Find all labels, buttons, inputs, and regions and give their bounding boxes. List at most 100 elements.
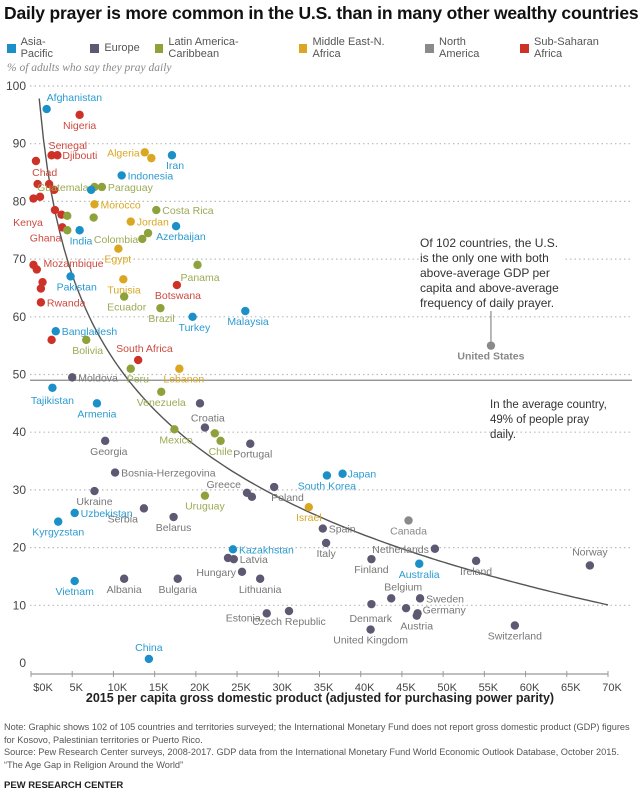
report-title: “The Age Gap in Religion Around the Worl… [4, 759, 184, 770]
data-point [172, 280, 182, 290]
legend: Asia-Pacific Europe Latin America-Caribbea… [7, 36, 640, 60]
legend-swatch [7, 43, 16, 53]
legend-swatch [298, 43, 308, 53]
data-point [510, 621, 520, 630]
point-label: Guatemala [37, 182, 89, 194]
y-tick-label: 20 [13, 541, 27, 555]
point-label: Egypt [104, 254, 131, 266]
data-point [82, 335, 91, 345]
point-label: Djibouti [62, 150, 97, 162]
point-label: Mexico [159, 434, 192, 446]
point-label: Latvia [240, 554, 268, 566]
point-label: Canada [390, 525, 427, 537]
data-point [304, 503, 313, 512]
legend-label: Asia-Pacific [20, 36, 53, 60]
point-label: United States [457, 351, 524, 363]
scatter-plot: 0 10 20 30 40 50 60 70 80 90 100 $0K 5K 10K 15K 20K 25K 3… [6, 79, 632, 694]
data-point [66, 272, 75, 281]
data-point [50, 205, 60, 215]
point-label: Uruguay [185, 501, 225, 513]
point-label: Vietnam [56, 586, 95, 598]
legend-swatch [154, 43, 164, 53]
data-point [157, 387, 166, 397]
data-point [170, 425, 179, 434]
x-tick-label: 15K [149, 682, 169, 694]
x-tick-label: 45K [396, 682, 416, 694]
point-label: China [135, 642, 163, 654]
point-label: Estonia [226, 612, 261, 624]
footnote: Note: Graphic shows 102 of 105 countries… [4, 721, 636, 771]
point-label: Paraguay [108, 182, 154, 194]
point-label: Georgia [90, 446, 128, 458]
point-label: Costa Rica [162, 205, 214, 217]
data-point [367, 599, 376, 609]
x-tick-label: 60K [520, 682, 540, 694]
x-tick-label: $0K [33, 682, 53, 694]
point-label: Ghana [30, 232, 62, 244]
point-label: Finland [354, 564, 389, 576]
legend-swatch [90, 43, 100, 53]
point-label: Croatia [191, 413, 225, 425]
legend-item: Europe [90, 36, 140, 60]
point-label: Malaysia [227, 316, 269, 328]
data-point [119, 574, 129, 583]
data-point [100, 436, 110, 446]
point-label: Ecuador [107, 302, 147, 314]
point-label: Morocco [100, 199, 140, 211]
point-label: Israel [296, 512, 322, 524]
point-label: Tajikistan [31, 395, 74, 407]
data-point [412, 611, 421, 620]
y-tick-label: 30 [13, 483, 27, 497]
x-tick-label: 70K [602, 682, 622, 694]
point-label: Italy [316, 548, 336, 560]
data-point [188, 312, 197, 321]
point-label: Switzerland [488, 630, 542, 642]
data-point [54, 517, 63, 526]
point-label: India [70, 235, 93, 247]
point-label: Peru [127, 374, 149, 386]
legend-swatch [425, 43, 435, 53]
data-point [119, 292, 129, 301]
point-label: Lebanon [163, 374, 204, 386]
point-label: Armenia [77, 408, 116, 420]
x-axis-label: 2015 per capita gross domestic product (… [85, 691, 555, 705]
point-label: Venezuela [137, 397, 186, 409]
point-label: Portugal [233, 449, 272, 461]
x-tick-label: 10K [108, 682, 128, 694]
point-label: Chad [32, 167, 57, 179]
y-tick-label: 60 [13, 310, 27, 324]
data-point [31, 156, 41, 166]
legend-swatch [520, 43, 530, 53]
data-point [47, 151, 56, 160]
point-label: Turkey [179, 322, 211, 334]
data-point [246, 439, 255, 448]
point-label: Spain [329, 524, 356, 536]
point-label: Moldova [78, 372, 118, 384]
average-annotation: In the average country, 49% of people pr… [490, 399, 607, 441]
data-point [70, 508, 79, 518]
data-point [38, 277, 47, 287]
data-point [49, 185, 59, 195]
legend-item: North America [425, 36, 505, 60]
point-label: Panama [181, 272, 220, 284]
point-label: Australia [399, 569, 440, 581]
point-label: Ukraine [76, 496, 112, 508]
data-point [90, 200, 99, 209]
source-text: Source: Pew Research Center surveys, 200… [4, 747, 620, 758]
point-label: Sweden [426, 593, 464, 605]
point-label: Uzbekistan [81, 508, 133, 520]
point-label: Kazakhstan [239, 544, 294, 556]
data-point [114, 244, 123, 253]
data-point [318, 524, 327, 533]
data-point [36, 284, 46, 293]
data-point [175, 364, 184, 373]
legend-item: Sub-Saharan Africa [520, 36, 625, 60]
data-point [29, 194, 38, 203]
data-point [171, 222, 181, 231]
point-label: Indonesia [128, 170, 174, 182]
y-axis-caption: % of adults who say they pray daily [7, 62, 172, 74]
data-point [156, 303, 165, 313]
point-label: Afghanistan [47, 92, 103, 104]
point-label: Rwanda [47, 297, 86, 309]
data-point [33, 179, 42, 189]
